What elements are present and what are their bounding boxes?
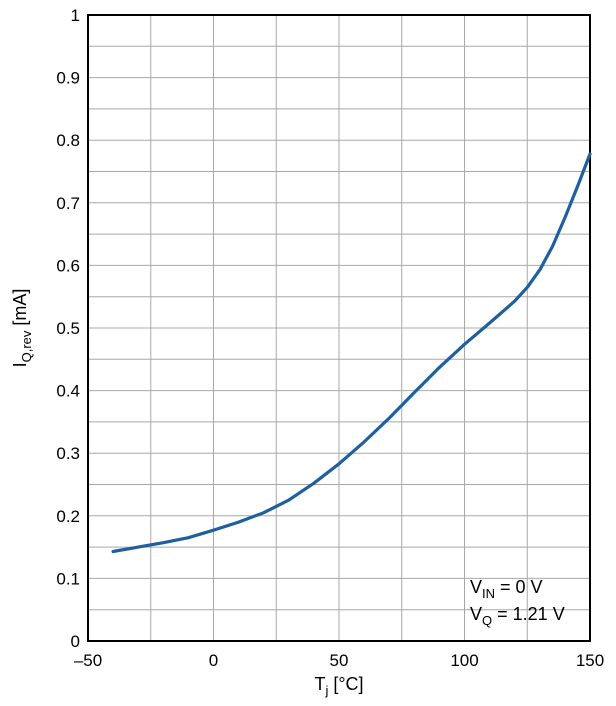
- y-tick-label: 1: [71, 6, 80, 25]
- y-tick-label: 0.2: [56, 507, 80, 526]
- x-tick-label: 100: [450, 651, 478, 670]
- y-tick-label: 0.6: [56, 256, 80, 275]
- annotation-vin: VIN = 0 V: [470, 577, 543, 601]
- ticks: –50 0 50 100 15000.10.20.30.40.50.60.70.80.9…: [56, 6, 604, 670]
- x-tick-label: –50: [74, 651, 102, 670]
- y-tick-label: 0.7: [56, 194, 80, 213]
- y-tick-label: 0.8: [56, 131, 80, 150]
- y-tick-label: 0.4: [56, 382, 80, 401]
- y-axis-label: IQ,rev [mA]: [10, 289, 34, 368]
- y-tick-label: 0.1: [56, 569, 80, 588]
- series: [111, 152, 592, 554]
- plot-frame: [87, 14, 591, 642]
- x-tick-label: 50: [330, 651, 349, 670]
- y-tick-label: 0.5: [56, 319, 80, 338]
- y-tick-label: 0.3: [56, 444, 80, 463]
- grid: [88, 15, 590, 641]
- x-tick-label: 150: [576, 651, 604, 670]
- annotation-vq: VQ = 1.21 V: [470, 604, 565, 628]
- x-tick-label: 0: [209, 651, 218, 670]
- y-tick-label: 0: [71, 632, 80, 651]
- y-tick-label: 0.9: [56, 69, 80, 88]
- x-axis-label: Tj [°C]: [314, 674, 363, 698]
- series-line: [111, 152, 592, 554]
